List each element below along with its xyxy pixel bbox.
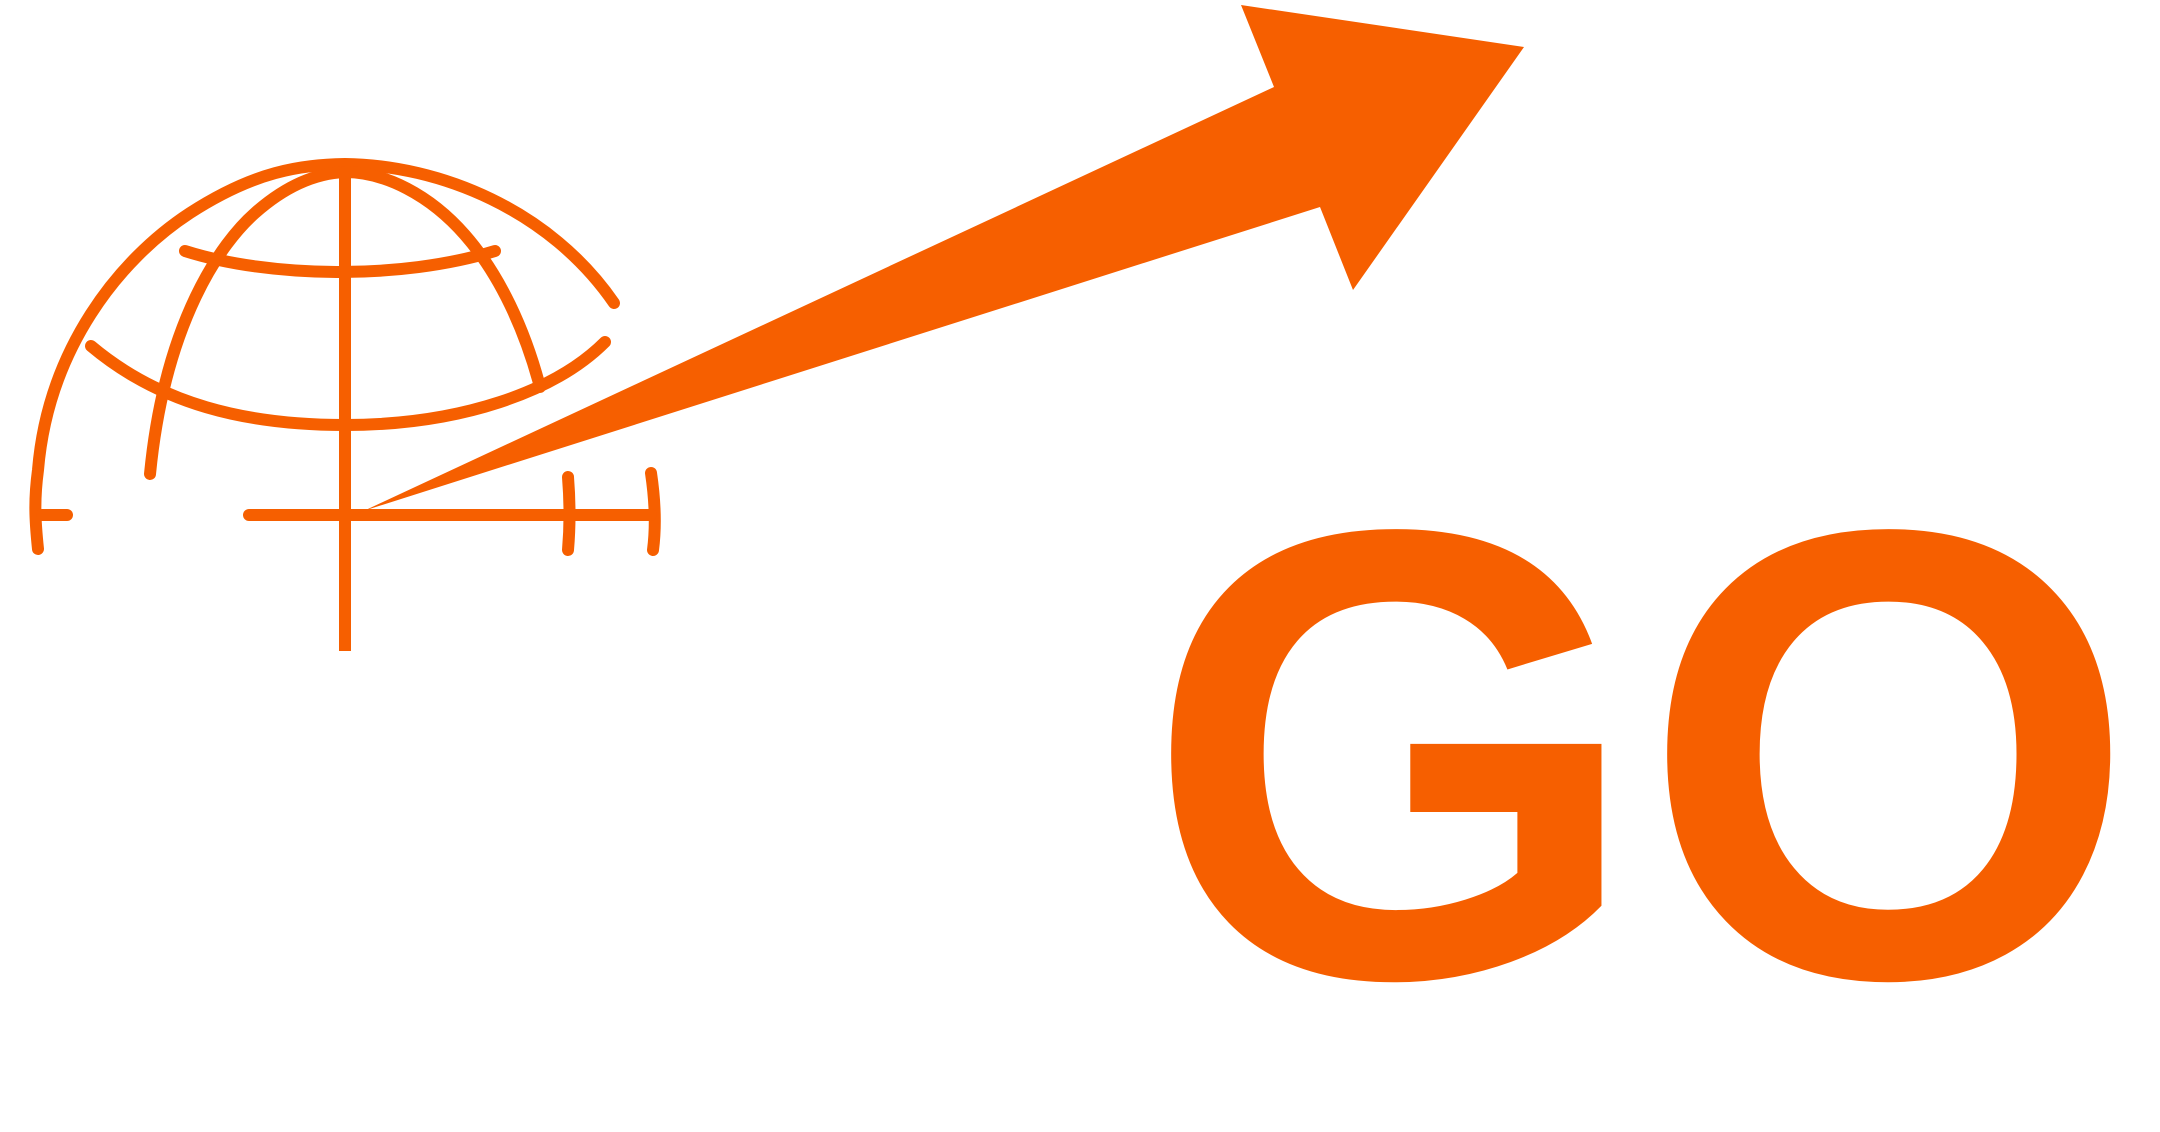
arrow-icon [355, 5, 1524, 515]
logo-text: GO [1145, 397, 2137, 1112]
crosshair-icon [243, 172, 657, 651]
